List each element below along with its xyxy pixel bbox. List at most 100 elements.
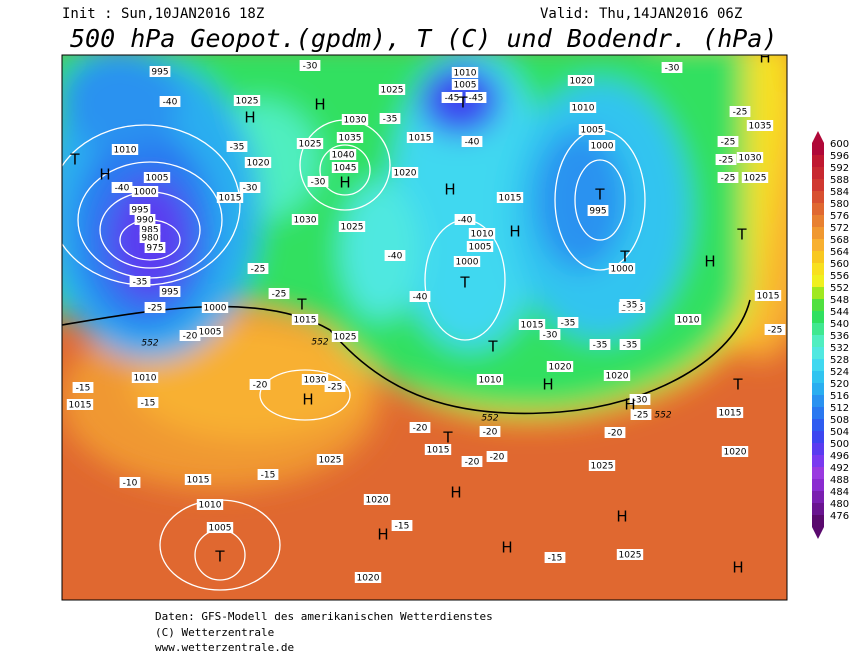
temperatures-label: -30 — [633, 396, 648, 406]
temperatures-label-box — [307, 176, 329, 187]
colorbar-label: 576 — [830, 211, 849, 222]
pressure-system: T — [594, 186, 605, 204]
pressure-system: H — [616, 508, 627, 526]
temperatures-label-box — [557, 317, 579, 328]
isobars-label-box — [196, 499, 224, 510]
pressure-system: T — [457, 94, 468, 112]
pressure-system: H — [302, 391, 313, 409]
isobars-label: 1045 — [334, 164, 357, 174]
temperatures-label: -20 — [253, 381, 268, 391]
temperatures-label-box — [324, 381, 346, 392]
temperatures-label-box — [764, 324, 786, 335]
colorbar-swatch — [812, 503, 824, 515]
colorbar-swatch — [812, 383, 824, 395]
temperatures-label-box — [715, 154, 737, 165]
colorbar-swatch — [812, 167, 824, 179]
temperatures-label: -20 — [413, 424, 428, 434]
isobars-label: 1015 — [69, 401, 92, 411]
isobars-label: 1025 — [299, 140, 322, 150]
colorbar-label: 556 — [830, 271, 849, 282]
isobars-label: 1010 — [114, 146, 137, 156]
isobars-label-box — [143, 172, 171, 183]
isobars-label: 1035 — [749, 122, 772, 132]
colorbar-swatch — [812, 431, 824, 443]
temperatures-label-box — [391, 520, 413, 531]
field-area — [390, 55, 550, 350]
isobars-label: 1025 — [381, 86, 404, 96]
isobars-label-box — [206, 522, 234, 533]
isobars-label-box — [453, 256, 481, 267]
pressure-system: H — [509, 223, 520, 241]
isobars-label: 995 — [589, 207, 606, 217]
isobars-label: 1005 — [469, 243, 492, 253]
contour-552 — [62, 299, 751, 415]
colorbar-swatch — [812, 203, 824, 215]
isobars-label-box — [331, 162, 359, 173]
colorbar-label: 584 — [830, 187, 849, 198]
isobars-label-box — [406, 132, 434, 143]
temperatures-label: -20 — [608, 429, 623, 439]
isobars-label-box — [144, 242, 166, 253]
colorbar-label: 540 — [830, 319, 849, 330]
pressure-system: T — [736, 226, 747, 244]
temperatures-label: -35 — [593, 341, 608, 351]
isobars-label: 995 — [131, 206, 148, 216]
pressure-system: T — [442, 429, 453, 447]
colorbar-swatch — [812, 227, 824, 239]
footer-line: Daten: GFS-Modell des amerikanischen Wet… — [155, 610, 493, 623]
contours-label: 552 — [311, 338, 328, 348]
isobars-label-box — [674, 314, 702, 325]
colorbar-tip — [812, 527, 824, 539]
temperatures-label: -25 — [733, 108, 748, 118]
temperatures-label-box — [268, 288, 290, 299]
temperatures-label: -35 — [133, 278, 148, 288]
temperatures-label: -35 — [383, 115, 398, 125]
isobars-label: 1010 — [454, 69, 477, 79]
isobars-label: 1025 — [341, 223, 364, 233]
isobars-label-box — [216, 192, 244, 203]
temperatures-label: -30 — [665, 64, 680, 74]
map-frame — [61, 54, 788, 601]
temperatures-label: -25 — [768, 326, 783, 336]
isobars-label: 1015 — [219, 194, 242, 204]
isobars-label-box — [331, 331, 359, 342]
colorbar: 6005965925885845805765725685645605565525… — [812, 131, 849, 539]
temperatures-label: -25 — [148, 304, 163, 314]
temperatures-label-box — [661, 62, 683, 73]
isobars-label-box — [111, 144, 139, 155]
isobars-label-box — [134, 214, 156, 225]
temperatures-label-box — [409, 422, 431, 433]
colorbar-swatch — [812, 371, 824, 383]
colorbar-label: 516 — [830, 391, 849, 402]
isobars-label: 1010 — [572, 104, 595, 114]
isobars-label-box — [736, 152, 764, 163]
isobars-label: 1035 — [339, 134, 362, 144]
isobars-label: 1015 — [719, 409, 742, 419]
colorbar-swatch — [812, 359, 824, 371]
isobars-label-box — [603, 370, 631, 381]
temperatures-label: -20 — [483, 428, 498, 438]
temperatures-label-box — [409, 291, 431, 302]
isobars-label: 1000 — [204, 304, 227, 314]
isobars-label: 1015 — [187, 476, 210, 486]
isobars-label-box — [451, 67, 479, 78]
temperatures-label-box — [729, 106, 751, 117]
map: 9951010100510009959909859809759951000100… — [62, 55, 787, 600]
isobars-label-box — [476, 374, 504, 385]
isobars-label: 1015 — [427, 446, 450, 456]
temperatures-label-box — [247, 263, 269, 274]
temperatures-label: -25 — [272, 290, 287, 300]
isobars-label: 1015 — [294, 316, 317, 326]
isobars-label-box — [741, 172, 769, 183]
isobars-label: 1020 — [549, 363, 572, 373]
temperatures-label: -20 — [465, 458, 480, 468]
colorbar-swatch — [812, 287, 824, 299]
colorbar-label: 548 — [830, 295, 849, 306]
isobars-label: 1025 — [319, 456, 342, 466]
isobars-label-box — [184, 474, 212, 485]
temperatures-label: -40 — [465, 138, 480, 148]
isobars-label: 1010 — [471, 230, 494, 240]
isobars-label: 1020 — [606, 372, 629, 382]
pressure-system: H — [99, 166, 110, 184]
temperatures-label: -45 — [469, 94, 484, 104]
